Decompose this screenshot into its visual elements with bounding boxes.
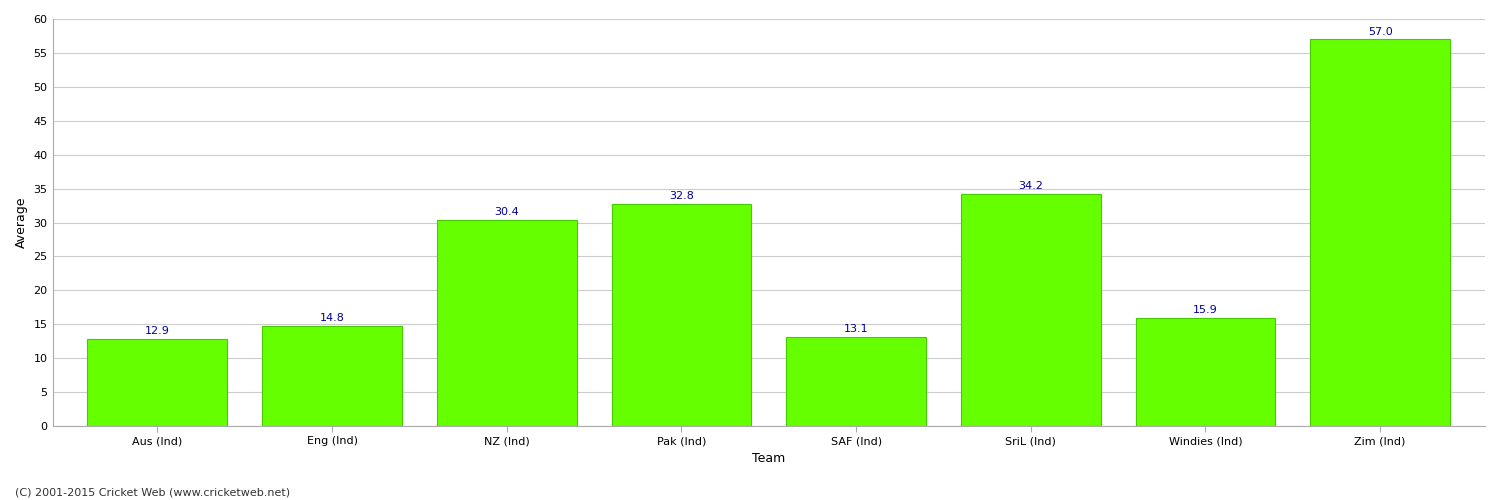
Bar (786, 337, 926, 426)
Bar (1311, 40, 1450, 426)
Bar (612, 204, 752, 426)
Bar (262, 326, 402, 426)
Bar (1136, 318, 1275, 426)
Text: 12.9: 12.9 (146, 326, 170, 336)
Y-axis label: Average: Average (15, 197, 28, 248)
Text: 15.9: 15.9 (1192, 306, 1218, 316)
X-axis label: Team: Team (752, 452, 786, 465)
Text: (C) 2001-2015 Cricket Web (www.cricketweb.net): (C) 2001-2015 Cricket Web (www.cricketwe… (15, 488, 290, 498)
Text: 34.2: 34.2 (1019, 182, 1042, 192)
Bar (962, 194, 1101, 426)
Text: 14.8: 14.8 (320, 313, 345, 323)
Bar (87, 338, 226, 426)
Text: 57.0: 57.0 (1368, 26, 1392, 36)
Text: 32.8: 32.8 (669, 191, 694, 201)
Text: 13.1: 13.1 (844, 324, 868, 334)
Bar (436, 220, 576, 426)
Text: 30.4: 30.4 (495, 207, 519, 217)
